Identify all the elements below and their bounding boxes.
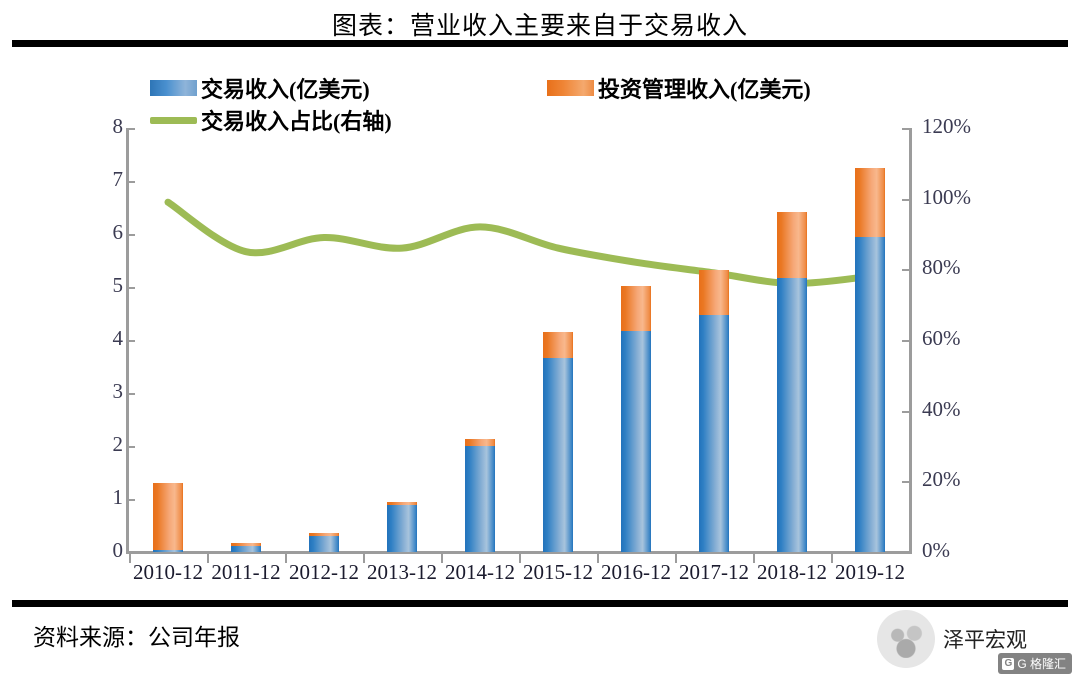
x-axis-tick xyxy=(285,554,287,563)
y-axis-left-tick xyxy=(127,234,135,236)
legend-line-green-icon xyxy=(150,116,197,124)
bar-segment-investment-management-revenue[interactable] xyxy=(699,270,729,316)
bar-segment-trading-revenue[interactable] xyxy=(777,277,807,552)
y-axis-left-tick xyxy=(127,499,135,501)
legend-item-investment-management-revenue: 投资管理收入(亿美元) xyxy=(547,72,811,104)
y-axis-left-label: 6 xyxy=(112,220,124,244)
watermark-logo-icon xyxy=(877,610,935,668)
badge-label: G 格隆汇 xyxy=(1017,657,1066,671)
bar-segment-investment-management-revenue[interactable] xyxy=(387,502,417,506)
y-axis-right-tick xyxy=(902,269,910,272)
y-axis-right-label: 100% xyxy=(922,184,971,209)
y-axis-right-label: 40% xyxy=(922,396,961,421)
x-axis-label: 2019-12 xyxy=(835,560,905,584)
y-axis-left-label: 5 xyxy=(112,273,124,297)
bar-segment-trading-revenue[interactable] xyxy=(387,505,417,552)
x-axis-label: 2017-12 xyxy=(679,560,749,584)
badge-g-icon: G xyxy=(1002,657,1015,670)
legend-item-trading-revenue: 交易收入(亿美元) xyxy=(150,72,370,104)
y-axis-left-tick xyxy=(127,181,135,183)
watermark: 泽平宏观 xyxy=(877,608,1052,670)
legend-label-trading-revenue: 交易收入(亿美元) xyxy=(201,77,370,102)
bar-segment-trading-revenue[interactable] xyxy=(465,446,495,552)
watermark-text: 泽平宏观 xyxy=(943,628,1027,652)
bar-segment-trading-revenue[interactable] xyxy=(231,545,261,552)
line-series-trading-revenue-share xyxy=(164,198,874,288)
bar-segment-trading-revenue[interactable] xyxy=(699,315,729,552)
x-axis-tick xyxy=(519,554,521,563)
y-axis-left-tick xyxy=(127,552,135,554)
source-note: 资料来源：公司年报 xyxy=(33,625,240,650)
y-axis-left-label: 0 xyxy=(112,538,124,562)
x-axis-label: 2010-12 xyxy=(133,560,203,584)
bar-segment-investment-management-revenue[interactable] xyxy=(855,167,885,237)
bar-segment-investment-management-revenue[interactable] xyxy=(465,438,495,446)
bar-segment-trading-revenue[interactable] xyxy=(309,536,339,552)
x-axis-tick xyxy=(207,554,209,563)
y-axis-right-label: 80% xyxy=(922,255,961,280)
y-axis-left-label: 2 xyxy=(112,432,124,456)
legend-label-trading-revenue-share: 交易收入占比(右轴) xyxy=(201,109,392,134)
x-axis-tick xyxy=(363,554,365,563)
bar-segment-investment-management-revenue[interactable] xyxy=(777,211,807,278)
bar-segment-investment-management-revenue[interactable] xyxy=(309,533,339,537)
bar-segment-trading-revenue[interactable] xyxy=(153,549,183,552)
x-axis-label: 2018-12 xyxy=(757,560,827,584)
y-axis-right-tick xyxy=(902,410,910,413)
x-axis-tick xyxy=(675,554,677,563)
x-axis-label: 2013-12 xyxy=(367,560,437,584)
y-axis-left-tick xyxy=(127,287,135,289)
x-axis-tick xyxy=(831,554,833,563)
x-axis-tick xyxy=(753,554,755,563)
y-axis-right-tick xyxy=(902,481,910,484)
x-axis xyxy=(126,551,912,554)
title-divider-top xyxy=(12,40,1068,47)
bar-segment-investment-management-revenue[interactable] xyxy=(543,331,573,359)
y-axis-right-tick xyxy=(902,552,910,554)
y-axis-left-tick xyxy=(127,340,135,342)
legend-swatch-orange-icon xyxy=(547,80,594,96)
y-axis-left-label: 1 xyxy=(112,485,124,509)
x-axis-tick xyxy=(597,554,599,563)
y-axis-left-label: 7 xyxy=(112,167,124,191)
bar-segment-investment-management-revenue[interactable] xyxy=(231,542,261,546)
bar-segment-trading-revenue[interactable] xyxy=(855,236,885,552)
y-axis-left-tick xyxy=(127,446,135,448)
y-axis-left-label: 8 xyxy=(112,114,124,138)
y-axis-left-label: 4 xyxy=(112,326,124,350)
y-axis-right-label: 0% xyxy=(922,538,950,562)
y-axis-left-tick xyxy=(127,393,135,395)
x-axis-label: 2011-12 xyxy=(211,560,281,584)
x-axis-tick xyxy=(129,554,131,563)
x-axis-tick xyxy=(441,554,443,563)
page-title: 图表：营业收入主要来自于交易收入 xyxy=(331,13,748,40)
y-axis-right-label: 60% xyxy=(922,326,961,350)
legend-label-investment-management-revenue: 投资管理收入(亿美元) xyxy=(598,77,811,102)
y-axis-right xyxy=(909,128,912,554)
bar-segment-investment-management-revenue[interactable] xyxy=(621,285,651,331)
bar-segment-trading-revenue[interactable] xyxy=(543,358,573,552)
bar-segment-trading-revenue[interactable] xyxy=(621,330,651,552)
site-badge: G G 格隆汇 xyxy=(998,653,1072,674)
x-axis-label: 2012-12 xyxy=(289,560,359,584)
y-axis-left-tick xyxy=(127,128,135,130)
legend-swatch-blue-icon xyxy=(150,80,197,96)
y-axis-right-label: 20% xyxy=(922,467,961,492)
y-axis-right-label: 120% xyxy=(922,114,971,138)
bar-segment-investment-management-revenue[interactable] xyxy=(153,483,183,551)
x-axis-label: 2014-12 xyxy=(445,560,515,584)
x-axis-label: 2015-12 xyxy=(523,560,593,584)
footer-divider xyxy=(12,600,1068,607)
y-axis-right-tick xyxy=(902,198,910,201)
y-axis-right-tick xyxy=(902,340,910,342)
legend-item-trading-revenue-share: 交易收入占比(右轴) xyxy=(150,104,392,136)
y-axis-right-tick xyxy=(902,128,910,130)
x-axis-label: 2016-12 xyxy=(601,560,671,584)
y-axis-left-label: 3 xyxy=(112,379,124,403)
chart-legend: 交易收入(亿美元) 投资管理收入(亿美元) 交易收入占比(右轴) xyxy=(150,72,910,134)
